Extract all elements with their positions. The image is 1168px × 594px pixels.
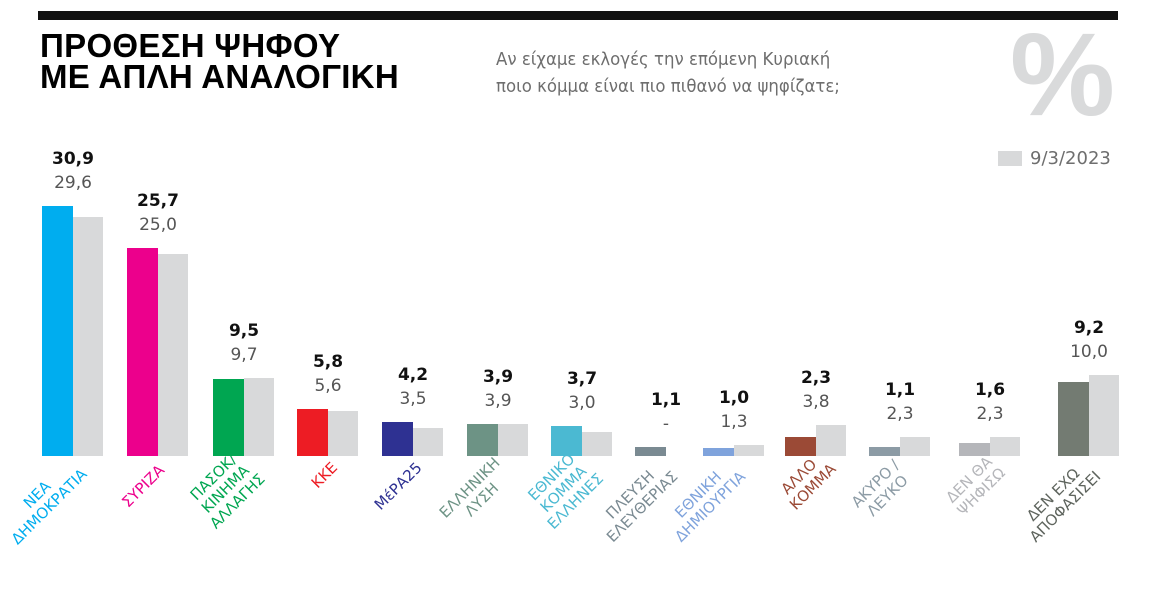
bar-current — [959, 443, 990, 456]
bar-current — [213, 379, 244, 456]
category-label: ΚΚΕ — [308, 458, 342, 492]
bar-current — [785, 437, 816, 456]
bar-current — [297, 409, 328, 456]
value-previous: 3,8 — [802, 392, 830, 413]
bar-previous — [328, 410, 358, 456]
subtitle-line-1: Αν είχαμε εκλογές την επόμενη Κυριακή — [496, 49, 831, 70]
bar-previous — [498, 424, 528, 456]
category-label: ΔΕΝ ΕΧΩ ΑΠΟΦΑΣΙΣΕΙ — [1011, 452, 1109, 550]
value-current: 9,2 — [1073, 318, 1105, 339]
title-line-1: ΠΡΟΘΕΣΗ ΨΗΦΟΥ — [40, 27, 341, 64]
bar-current — [127, 248, 158, 456]
subtitle-line-2: ποιο κόμμα είναι πιο πιθανό να ψηφίζατε; — [496, 76, 840, 97]
bar-previous — [582, 431, 612, 456]
bar-current — [551, 426, 582, 456]
category-label: ΣΥΡΙΖΑ — [115, 458, 172, 515]
value-current: 1,0 — [718, 388, 750, 409]
value-previous: 1,3 — [720, 412, 748, 433]
title-line-2: ΜΕ ΑΠΛΗ ΑΝΑΛΟΓΙΚΗ — [40, 58, 399, 95]
value-current: 2,3 — [800, 368, 832, 389]
bar-previous — [1089, 375, 1119, 456]
category-label: ΝΕΑ ΔΗΜΟΚΡΑΤΙΑ — [0, 452, 93, 550]
category-label: ΑΚΥΡΟ / ΛΕΥΚΟ — [844, 452, 920, 528]
bar-current — [869, 447, 900, 456]
bar-previous — [244, 377, 274, 456]
value-previous: 10,0 — [1070, 342, 1108, 363]
value-previous: 25,0 — [139, 215, 177, 236]
value-previous: 9,7 — [230, 344, 258, 365]
value-current: 1,6 — [974, 380, 1006, 401]
legend: 9/3/2023 — [998, 148, 1111, 169]
value-current: 9,5 — [228, 320, 260, 341]
bar-current — [635, 447, 666, 456]
category-label-line: ΚΚΕ — [307, 458, 342, 492]
bar-current — [42, 206, 73, 456]
bar-current — [1058, 381, 1089, 456]
bar-previous — [413, 427, 443, 456]
category-label: ΑΛΛΟ ΚΟΜΜΑ — [775, 452, 840, 513]
bar-previous — [816, 425, 846, 456]
category-label: ΕΛΛΗΝΙΚΗ ΛΥΣΗ — [435, 452, 518, 535]
chart-subtitle: Αν είχαμε εκλογές την επόμενη Κυριακή πο… — [496, 46, 870, 100]
bar-previous — [990, 437, 1020, 456]
value-current: 1,1 — [884, 380, 916, 401]
category-label: ΔΕΝ ΘΑ ΨΗΦΙΣΩ — [941, 452, 1010, 521]
legend-swatch-previous — [998, 151, 1022, 166]
category-label: ΜέΡΑ25 — [370, 458, 427, 515]
bar-previous — [73, 216, 103, 456]
value-previous: 2,3 — [976, 404, 1004, 425]
top-rule — [38, 11, 1118, 20]
category-label-line: ΣΥΡΙΖΑ — [118, 460, 169, 511]
value-current: 3,7 — [566, 369, 598, 390]
bar-previous — [900, 437, 930, 456]
legend-label-previous: 9/3/2023 — [1030, 148, 1111, 169]
value-previous: 2,3 — [886, 404, 914, 425]
bar-current — [382, 422, 413, 456]
value-previous: 3,5 — [399, 389, 427, 410]
value-current: 4,2 — [397, 365, 429, 386]
bar-previous — [734, 445, 764, 456]
chart-title: ΠΡΟΘΕΣΗ ΨΗΦΟΥ ΜΕ ΑΠΛΗ ΑΝΑΛΟΓΙΚΗ — [40, 27, 399, 95]
value-current: 30,9 — [52, 149, 94, 170]
bar-previous — [158, 253, 188, 456]
value-previous: 3,0 — [568, 393, 596, 414]
bar-current — [467, 424, 498, 456]
value-previous: - — [662, 414, 670, 435]
bar-current — [703, 447, 734, 456]
category-label: ΠΑΣΟΚ/ΚΙΝΗΜΑ ΑΛΛΑΓΗΣ — [182, 446, 270, 534]
percent-icon: % — [1010, 9, 1115, 141]
value-previous: 5,6 — [314, 376, 342, 397]
value-current: 1,1 — [650, 390, 682, 411]
value-current: 5,8 — [312, 352, 344, 373]
value-current: 25,7 — [137, 191, 179, 212]
category-label-line: ΜέΡΑ25 — [370, 458, 426, 514]
value-previous: 29,6 — [54, 173, 92, 194]
value-current: 3,9 — [482, 367, 514, 388]
value-previous: 3,9 — [484, 391, 512, 412]
